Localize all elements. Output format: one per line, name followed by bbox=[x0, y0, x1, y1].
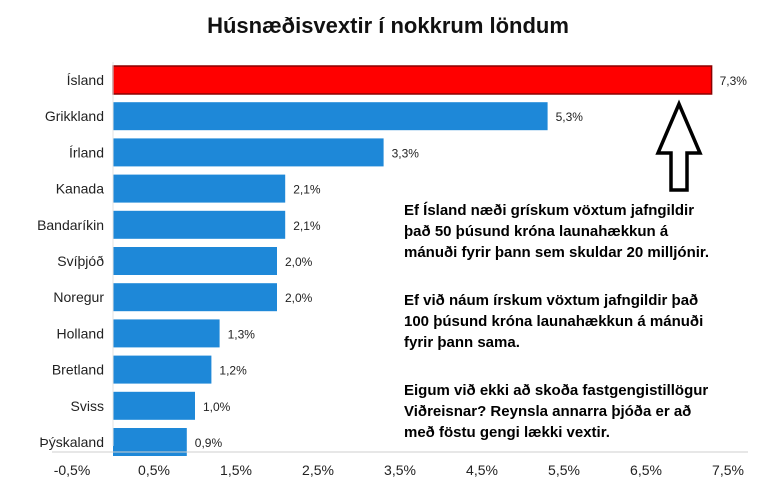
bar bbox=[113, 174, 286, 203]
bar bbox=[113, 428, 187, 456]
data-label: 5,3% bbox=[556, 110, 584, 124]
x-tick-label: 7,5% bbox=[712, 462, 744, 478]
chart-title: Húsnæðisvextir í nokkrum löndum bbox=[207, 13, 569, 38]
bar bbox=[113, 102, 548, 131]
x-tick-label: 4,5% bbox=[466, 462, 498, 478]
x-tick-label: 6,5% bbox=[630, 462, 662, 478]
category-label: Bretland bbox=[52, 362, 104, 378]
category-label: Holland bbox=[57, 325, 104, 341]
bar bbox=[113, 210, 286, 239]
data-label: 2,1% bbox=[293, 183, 321, 197]
annotation-line: Viðreisnar? Reynsla annarra þjóða er að bbox=[404, 403, 691, 420]
data-label: 2,0% bbox=[285, 255, 313, 269]
annotation-line: 100 þúsund króna launahækkun á mánuði bbox=[404, 313, 703, 330]
data-label: 1,0% bbox=[203, 400, 231, 414]
annotation-line: með föstu gengi lækki vextir. bbox=[404, 424, 610, 441]
category-label: Bandaríkin bbox=[37, 217, 104, 233]
category-label: Svíþjóð bbox=[57, 253, 104, 269]
data-label: 0,9% bbox=[195, 436, 223, 450]
category-label: Grikkland bbox=[45, 108, 104, 124]
x-tick-label: 3,5% bbox=[384, 462, 416, 478]
category-label: Ísland bbox=[67, 72, 104, 88]
data-label: 7,3% bbox=[720, 74, 748, 88]
category-label: Írland bbox=[69, 144, 104, 160]
annotation-line: Eigum við ekki að skoða fastgengistillög… bbox=[404, 382, 708, 399]
bar bbox=[113, 283, 277, 312]
data-label: 1,2% bbox=[219, 364, 247, 378]
x-tick-label: 1,5% bbox=[220, 462, 252, 478]
annotation-line: fyrir þann sama. bbox=[404, 334, 520, 351]
annotation-line: mánuði fyrir þann sem skuldar 20 milljón… bbox=[404, 244, 709, 261]
up-arrow-annotation bbox=[655, 99, 703, 192]
category-label: Noregur bbox=[53, 289, 104, 305]
x-axis: -0,5% 0,5% 1,5% 2,5% 3,5% 4,5% 5,5% 6,5% 7,5% bbox=[52, 62, 748, 478]
x-tick-label: 2,5% bbox=[302, 462, 334, 478]
x-tick-label: 5,5% bbox=[548, 462, 580, 478]
bars-layer: Ísland 7,3% Grikkland 5,3% Írland 3,3% Kanada 2… bbox=[37, 65, 748, 456]
bar bbox=[113, 391, 195, 420]
x-tick-label: -0,5% bbox=[54, 462, 91, 478]
up-arrow-icon bbox=[655, 99, 703, 192]
bar bbox=[113, 355, 212, 384]
data-label: 1,3% bbox=[228, 327, 256, 341]
category-label: Þýskaland bbox=[39, 434, 104, 450]
bar bbox=[113, 247, 277, 275]
annotation-line: Ef við náum írskum vöxtum jafngildir það bbox=[404, 292, 698, 309]
category-label: Sviss bbox=[71, 398, 104, 414]
category-label: Kanada bbox=[56, 181, 104, 197]
bar bbox=[113, 319, 220, 348]
bar bbox=[112, 65, 713, 95]
x-tick-label: 0,5% bbox=[138, 462, 170, 478]
data-label: 2,0% bbox=[285, 291, 313, 305]
bar bbox=[113, 138, 384, 167]
annotation-line: það 50 þúsund króna launahækkun á bbox=[404, 223, 669, 240]
annotation-line: Ef Ísland næði grískum vöxtum jafngildir bbox=[404, 202, 694, 219]
data-label: 2,1% bbox=[293, 219, 321, 233]
data-label: 3,3% bbox=[392, 146, 420, 160]
annotation-text-block: Ef Ísland næði grískum vöxtum jafngildir… bbox=[404, 202, 709, 441]
